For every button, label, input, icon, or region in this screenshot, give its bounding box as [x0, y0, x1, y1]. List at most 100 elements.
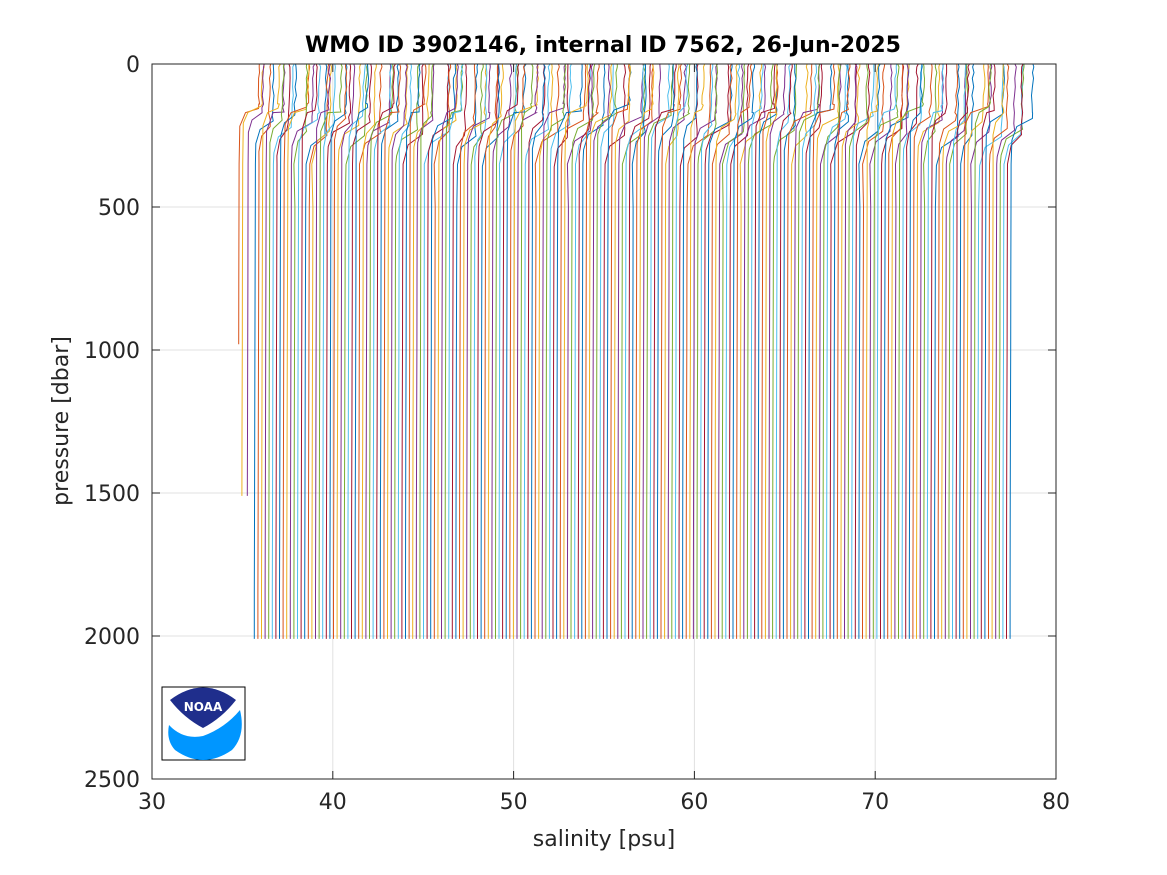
- profile-trace: [592, 63, 611, 639]
- profile-trace: [297, 63, 322, 639]
- profile-trace: [962, 63, 990, 639]
- profile-trace: [358, 63, 383, 639]
- profile-trace: [973, 63, 992, 639]
- profile-trace: [372, 63, 393, 639]
- profile-trace: [743, 63, 767, 639]
- y-tick-label: 2000: [84, 625, 140, 650]
- noaa-logo-text: NOAA: [184, 700, 223, 714]
- profile-trace: [754, 63, 776, 639]
- x-tick-label: 70: [861, 790, 889, 815]
- profile-trace: [750, 63, 764, 639]
- profile-trace: [451, 63, 468, 639]
- profile-trace: [408, 63, 427, 639]
- profile-trace: [660, 63, 683, 639]
- profile-trace: [415, 63, 435, 639]
- profile-trace: [419, 63, 434, 639]
- profile-trace: [656, 63, 675, 639]
- x-tick-label: 50: [500, 790, 528, 815]
- profile-trace: [333, 63, 348, 639]
- profile-trace: [257, 63, 272, 639]
- profile-trace: [696, 63, 719, 639]
- profile-trace: [674, 63, 689, 639]
- profile-trace: [548, 63, 572, 639]
- profile-trace: [340, 63, 356, 639]
- profile-trace: [811, 63, 836, 639]
- profile-trace: [289, 63, 316, 639]
- profile-trace: [768, 63, 787, 639]
- profile-trace: [455, 63, 479, 639]
- profile-trace: [905, 63, 919, 639]
- profile-trace: [653, 63, 677, 639]
- profile-trace: [300, 63, 318, 639]
- profile-trace: [480, 63, 501, 639]
- profile-trace: [311, 63, 333, 639]
- profile-trace: [779, 63, 793, 639]
- profile-trace: [241, 63, 265, 496]
- profile-trace: [980, 63, 996, 639]
- profile-trace: [584, 63, 600, 639]
- profile-trace: [761, 63, 779, 639]
- profile-trace: [361, 64, 377, 639]
- profile-trace: [624, 63, 646, 639]
- profile-trace: [736, 63, 753, 639]
- profile-trace: [369, 64, 395, 639]
- profile-trace: [955, 63, 970, 639]
- x-tick-label: 40: [319, 790, 347, 815]
- profile-trace: [948, 63, 969, 639]
- profile-trace: [570, 63, 596, 639]
- profile-trace: [671, 63, 691, 639]
- profile-trace: [912, 63, 933, 639]
- profile-trace: [887, 63, 904, 639]
- profile-trace: [282, 63, 311, 639]
- profile-trace: [397, 63, 413, 639]
- noaa-logo: NOAA: [161, 686, 246, 761]
- profile-trace: [545, 63, 567, 639]
- profile-trace: [966, 63, 986, 639]
- profile-trace: [376, 63, 396, 639]
- profile-trace: [725, 63, 741, 639]
- profile-trace: [808, 63, 833, 639]
- profile-trace: [379, 63, 400, 639]
- profile-trace: [638, 63, 655, 639]
- profile-trace: [685, 63, 712, 639]
- profile-trace: [534, 63, 560, 639]
- profile-trace: [387, 63, 409, 639]
- profile-trace: [991, 63, 1005, 639]
- profile-trace: [844, 63, 858, 639]
- profile-trace: [642, 63, 661, 639]
- profile-trace: [703, 63, 730, 639]
- profile-trace: [523, 63, 551, 639]
- profile-trace: [865, 63, 880, 639]
- profile-trace: [538, 63, 554, 639]
- profile-trace: [238, 63, 261, 345]
- profile-trace: [840, 63, 861, 639]
- x-tick-label: 60: [680, 790, 708, 815]
- profile-trace: [246, 63, 265, 496]
- profile-trace: [253, 63, 275, 639]
- profile-trace: [444, 63, 464, 639]
- profile-trace: [286, 63, 310, 639]
- profile-trace: [746, 63, 774, 639]
- profile-trace: [739, 63, 763, 639]
- profile-trace: [692, 63, 718, 639]
- profile-trace: [556, 63, 583, 639]
- chart-title: WMO ID 3902146, internal ID 7562, 26-Jun…: [305, 33, 901, 58]
- profile-trace: [566, 63, 594, 639]
- profile-trace: [351, 63, 372, 639]
- profile-trace: [732, 63, 756, 639]
- profile-trace: [394, 63, 420, 639]
- profile-trace: [959, 63, 975, 639]
- profile-trace: [459, 63, 476, 639]
- profile-trace: [275, 63, 291, 639]
- profile-trace: [383, 63, 402, 639]
- profile-trace: [847, 63, 869, 639]
- profile-trace: [829, 63, 858, 639]
- y-tick-label: 500: [98, 196, 140, 221]
- profile-trace: [916, 63, 941, 639]
- profile-trace: [577, 63, 592, 639]
- profile-trace: [516, 63, 539, 639]
- profile-trace: [934, 63, 960, 639]
- profile-trace: [354, 63, 370, 639]
- profile-trace: [833, 63, 850, 639]
- profile-trace: [512, 63, 539, 639]
